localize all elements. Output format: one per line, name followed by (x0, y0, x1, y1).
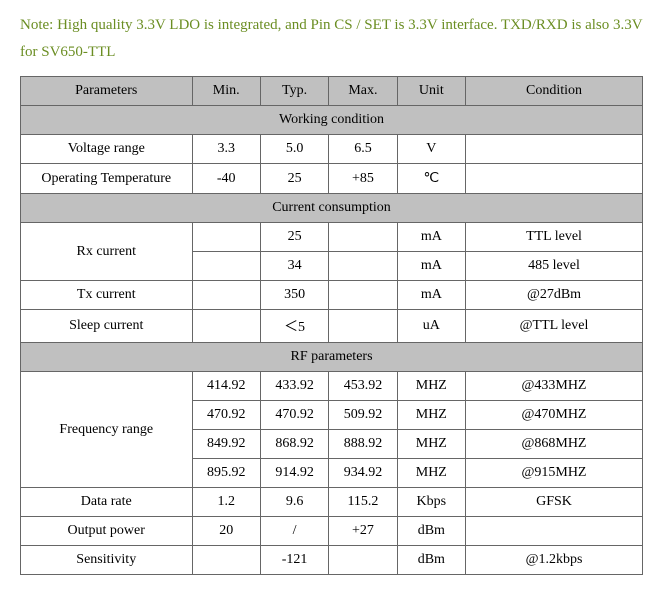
cell-cond: GFSK (466, 488, 643, 517)
cell-cond (466, 164, 643, 194)
section-rf-label: RF parameters (21, 343, 643, 372)
cell-unit: mA (397, 281, 465, 310)
section-current: Current consumption (21, 194, 643, 223)
cell-max: 453.92 (329, 372, 397, 401)
cell-min (192, 252, 260, 281)
cell-unit: dBm (397, 517, 465, 546)
row-tx: Tx current 350 mA @27dBm (21, 281, 643, 310)
header-row: Parameters Min. Typ. Max. Unit Condition (21, 77, 643, 106)
cell-unit: ℃ (397, 164, 465, 194)
cell-param: Rx current (21, 223, 193, 281)
cell-typ: 470.92 (260, 401, 328, 430)
cell-typ: 914.92 (260, 459, 328, 488)
cell-unit: uA (397, 310, 465, 343)
cell-max (329, 281, 397, 310)
cell-unit: mA (397, 223, 465, 252)
cell-cond: 485 level (466, 252, 643, 281)
cell-min: 1.2 (192, 488, 260, 517)
cell-cond: @TTL level (466, 310, 643, 343)
cell-unit: Kbps (397, 488, 465, 517)
cell-unit: MHZ (397, 459, 465, 488)
cell-param: Sensitivity (21, 546, 193, 575)
cell-max (329, 310, 397, 343)
cell-unit: mA (397, 252, 465, 281)
cell-min: -40 (192, 164, 260, 194)
header-typ: Typ. (260, 77, 328, 106)
cell-param: Output power (21, 517, 193, 546)
cell-typ: 34 (260, 252, 328, 281)
row-optemp: Operating Temperature -40 25 +85 ℃ (21, 164, 643, 194)
cell-cond: @470MHZ (466, 401, 643, 430)
row-datarate: Data rate 1.2 9.6 115.2 Kbps GFSK (21, 488, 643, 517)
header-unit: Unit (397, 77, 465, 106)
cell-param: Sleep current (21, 310, 193, 343)
row-rx1: Rx current 25 mA TTL level (21, 223, 643, 252)
row-output: Output power 20 / +27 dBm (21, 517, 643, 546)
cell-cond: @433MHZ (466, 372, 643, 401)
cell-param: Frequency range (21, 372, 193, 488)
header-parameters: Parameters (21, 77, 193, 106)
cell-max: 934.92 (329, 459, 397, 488)
cell-min (192, 546, 260, 575)
cell-cond: @915MHZ (466, 459, 643, 488)
cell-max: +27 (329, 517, 397, 546)
header-condition: Condition (466, 77, 643, 106)
section-rf: RF parameters (21, 343, 643, 372)
cell-typ: 9.6 (260, 488, 328, 517)
cell-param: Operating Temperature (21, 164, 193, 194)
section-working: Working condition (21, 106, 643, 135)
row-freq1: Frequency range 414.92 433.92 453.92 MHZ… (21, 372, 643, 401)
cell-typ: 5.0 (260, 135, 328, 164)
row-sleep: Sleep current ＜5 uA @TTL level (21, 310, 643, 343)
note-text: Note: High quality 3.3V LDO is integrate… (20, 12, 643, 66)
cell-min: 414.92 (192, 372, 260, 401)
cell-unit: dBm (397, 546, 465, 575)
cell-max: 6.5 (329, 135, 397, 164)
row-sensitivity: Sensitivity -121 dBm @1.2kbps (21, 546, 643, 575)
section-working-label: Working condition (21, 106, 643, 135)
header-max: Max. (329, 77, 397, 106)
cell-cond (466, 517, 643, 546)
cell-unit: MHZ (397, 401, 465, 430)
cell-typ: 25 (260, 164, 328, 194)
row-voltage: Voltage range 3.3 5.0 6.5 V (21, 135, 643, 164)
section-current-label: Current consumption (21, 194, 643, 223)
cell-typ: 350 (260, 281, 328, 310)
cell-max (329, 252, 397, 281)
cell-min: 849.92 (192, 430, 260, 459)
cell-max: 115.2 (329, 488, 397, 517)
cell-typ: ＜5 (260, 310, 328, 343)
header-min: Min. (192, 77, 260, 106)
cell-max: 888.92 (329, 430, 397, 459)
cell-cond (466, 135, 643, 164)
cell-max: +85 (329, 164, 397, 194)
cell-max: 509.92 (329, 401, 397, 430)
cell-cond: @1.2kbps (466, 546, 643, 575)
cell-param: Tx current (21, 281, 193, 310)
cell-typ: 868.92 (260, 430, 328, 459)
cell-min: 470.92 (192, 401, 260, 430)
cell-param: Voltage range (21, 135, 193, 164)
cell-min: 3.3 (192, 135, 260, 164)
cell-param: Data rate (21, 488, 193, 517)
parameters-table: Parameters Min. Typ. Max. Unit Condition… (20, 76, 643, 575)
cell-min: 20 (192, 517, 260, 546)
cell-min (192, 281, 260, 310)
cell-cond: TTL level (466, 223, 643, 252)
cell-min (192, 223, 260, 252)
cell-typ: / (260, 517, 328, 546)
cell-min: 895.92 (192, 459, 260, 488)
cell-unit: MHZ (397, 372, 465, 401)
cell-cond: @868MHZ (466, 430, 643, 459)
cell-typ: -121 (260, 546, 328, 575)
cell-unit: MHZ (397, 430, 465, 459)
cell-unit: V (397, 135, 465, 164)
cell-max (329, 223, 397, 252)
cell-typ: 25 (260, 223, 328, 252)
cell-min (192, 310, 260, 343)
cell-cond: @27dBm (466, 281, 643, 310)
cell-typ: 433.92 (260, 372, 328, 401)
cell-max (329, 546, 397, 575)
